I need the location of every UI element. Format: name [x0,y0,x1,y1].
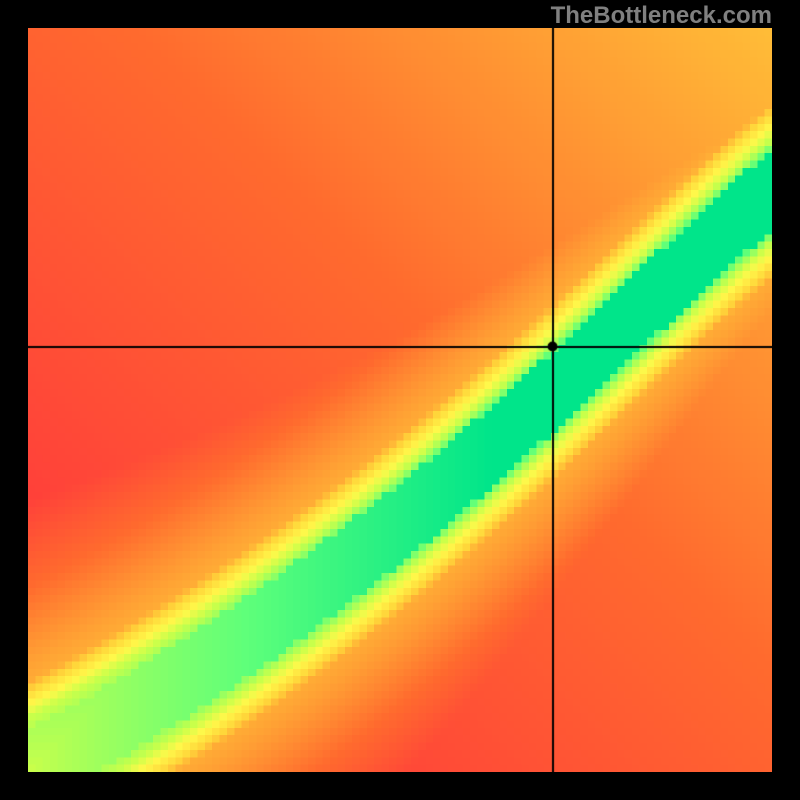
watermark-text: TheBottleneck.com [551,2,772,30]
chart-container: TheBottleneck.com [0,0,800,800]
crosshair-overlay [28,28,772,772]
